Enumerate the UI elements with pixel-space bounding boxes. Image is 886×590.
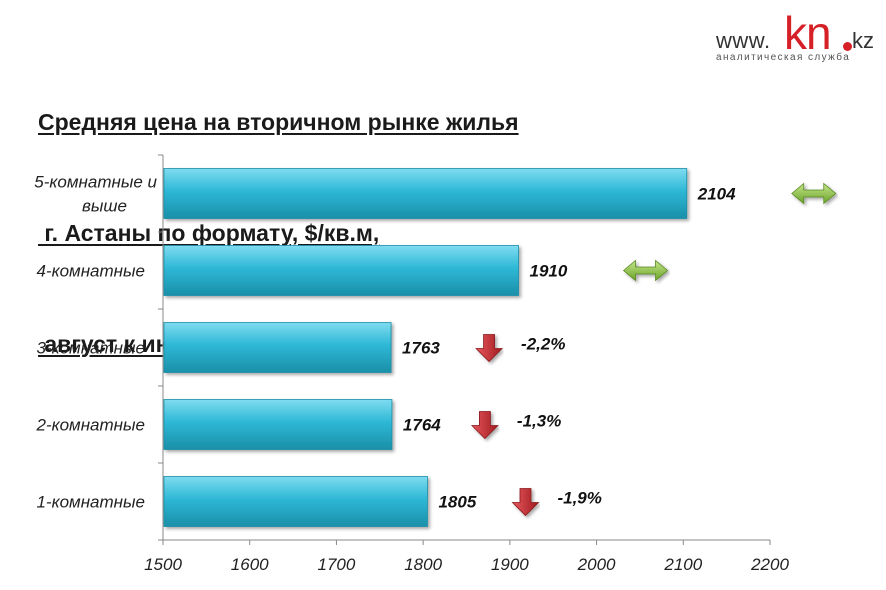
x-tick-label: 2000 [577, 555, 616, 574]
value-label: 2104 [697, 185, 736, 204]
logo-kn: kn [784, 7, 832, 59]
logo-tagline: аналитическая служба [716, 52, 851, 63]
bar [163, 322, 392, 373]
category-label: 1-комнатные [36, 493, 145, 512]
category-label: 4-комнатные [36, 262, 145, 281]
down-arrow-icon [511, 488, 540, 517]
bar [163, 245, 519, 296]
change-label: -1,9% [557, 489, 601, 508]
value-label: 1805 [438, 493, 476, 512]
category-label: 2-комнатные [35, 416, 145, 435]
title-line-1: Средняя цена на вторичном рынке жилья [38, 109, 519, 135]
logo-www: www. [716, 28, 771, 53]
x-tick-label: 1900 [491, 555, 529, 574]
x-tick-label: 2100 [663, 555, 702, 574]
value-label: 1910 [530, 262, 568, 281]
x-tick-label: 2200 [750, 555, 789, 574]
change-label: -1,3% [517, 412, 561, 431]
logo-dot [843, 42, 852, 51]
value-label: 1764 [403, 416, 441, 435]
flat-arrow-icon [622, 259, 669, 282]
x-tick-label: 1700 [318, 555, 356, 574]
change-label: -2,2% [521, 335, 565, 354]
bar [163, 476, 428, 527]
x-tick-label: 1800 [404, 555, 442, 574]
down-arrow-icon [475, 334, 504, 363]
logo-kz: kz [852, 28, 874, 53]
value-label: 1763 [402, 339, 440, 358]
category-label: 3-комнатные [36, 339, 145, 358]
kn-logo[interactable]: www. kn kz аналитическая служба [714, 6, 882, 63]
down-arrow-icon [470, 411, 499, 440]
x-tick-label: 1500 [144, 555, 182, 574]
x-tick-label: 1600 [231, 555, 269, 574]
category-label: 5-комнатные и выше [34, 173, 157, 216]
bar [163, 399, 393, 450]
bar [163, 168, 688, 219]
title-line-2: г. Астаны по формату, $/кв.м, [38, 220, 380, 246]
flat-arrow-icon [791, 182, 837, 205]
